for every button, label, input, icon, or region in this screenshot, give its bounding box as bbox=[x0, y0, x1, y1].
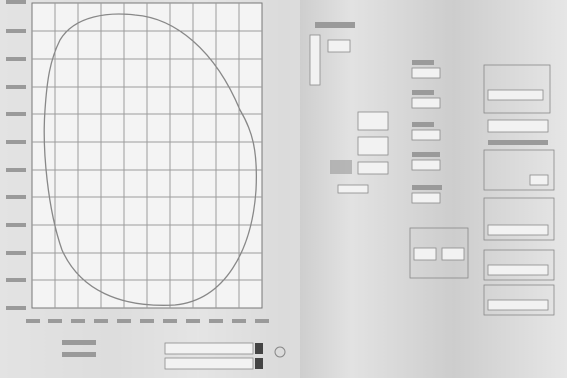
button[interactable] bbox=[255, 343, 263, 354]
control[interactable] bbox=[338, 185, 368, 193]
control[interactable] bbox=[165, 358, 253, 369]
front-panel bbox=[0, 0, 567, 378]
list[interactable] bbox=[310, 35, 320, 85]
numeric[interactable] bbox=[358, 112, 388, 130]
control[interactable] bbox=[165, 343, 253, 354]
button[interactable] bbox=[255, 358, 263, 369]
page bbox=[0, 0, 567, 378]
label bbox=[330, 160, 352, 174]
numeric[interactable] bbox=[358, 137, 388, 155]
numeric[interactable] bbox=[358, 162, 388, 174]
label bbox=[315, 22, 355, 28]
control[interactable] bbox=[328, 40, 350, 52]
